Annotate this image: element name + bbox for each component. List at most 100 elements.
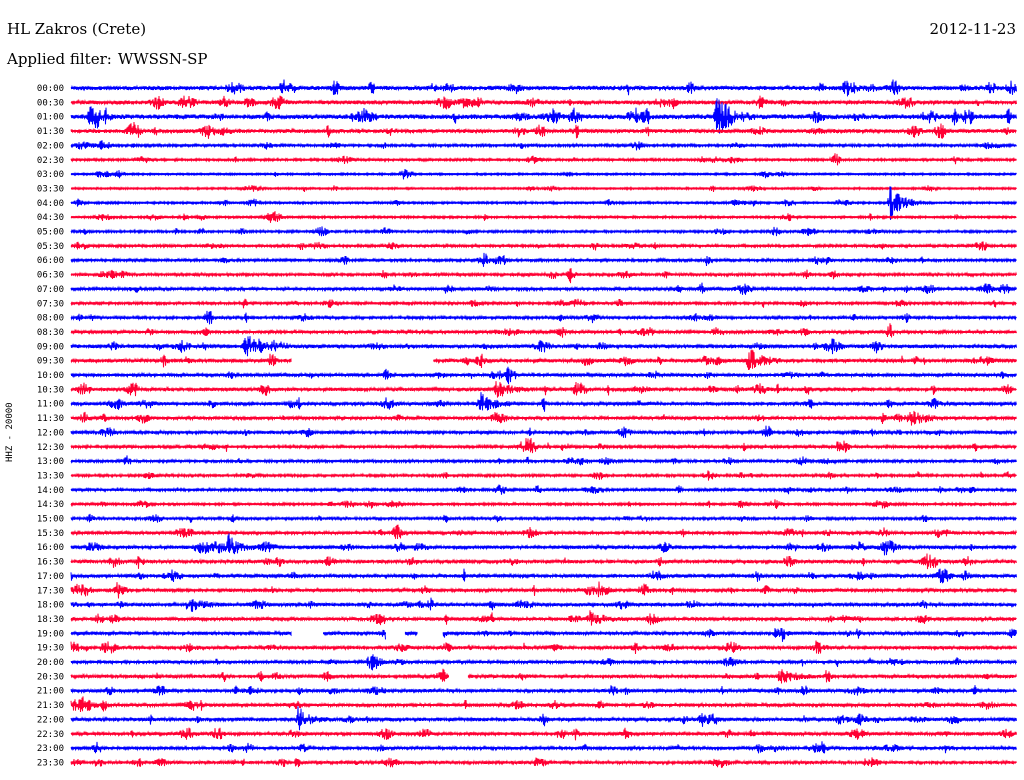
- trace-row: [70, 226, 1017, 237]
- row-time-label: 08:30: [37, 328, 64, 338]
- trace-row: [70, 627, 1017, 642]
- trace-row: [70, 610, 1017, 626]
- station-title: HL Zakros (Crete): [7, 20, 147, 38]
- row-time-label: 13:30: [37, 471, 64, 481]
- row-time-label: 12:30: [37, 443, 64, 453]
- row-time-label: 01:30: [37, 127, 64, 137]
- row-time-label: 09:30: [37, 357, 64, 367]
- trace-row: [70, 437, 1017, 454]
- row-time-label: 05:30: [37, 242, 64, 252]
- row-time-label: 18:00: [37, 601, 64, 611]
- filter-label: Applied filter: WWSSN-SP: [7, 50, 208, 68]
- trace-row: [70, 241, 1017, 251]
- row-time-label: 04:00: [37, 199, 64, 209]
- row-time-label: 12:00: [37, 428, 64, 438]
- trace-row: [70, 425, 1017, 438]
- data-gap: [386, 627, 405, 640]
- row-time-label: 22:00: [37, 715, 64, 725]
- trace-row: [70, 568, 1017, 584]
- row-time-label: 21:30: [37, 701, 64, 711]
- filter-label-text: Applied filter:: [7, 50, 112, 68]
- trace-row: [70, 95, 1017, 110]
- trace-row: [70, 727, 1017, 741]
- trace-row: [70, 121, 1017, 139]
- trace-row: [70, 153, 1017, 166]
- data-gap: [291, 627, 323, 640]
- row-time-label: 06:00: [37, 256, 64, 266]
- filter-value: WWSSN-SP: [117, 50, 208, 68]
- trace-row: [70, 79, 1017, 97]
- trace-row: [70, 140, 1017, 151]
- row-time-label: 03:30: [37, 184, 64, 194]
- trace-row: [70, 252, 1017, 267]
- row-time-label: 11:30: [37, 414, 64, 424]
- trace-row: [70, 553, 1017, 570]
- trace-row: [70, 349, 1017, 371]
- row-time-label: 07:00: [37, 285, 64, 295]
- trace-row: [70, 533, 1017, 556]
- row-time-label: 17:30: [37, 586, 64, 596]
- row-time-label: 11:00: [37, 400, 64, 410]
- data-gap: [449, 670, 468, 683]
- row-time-label: 15:30: [37, 529, 64, 539]
- trace-row: [70, 186, 1017, 220]
- row-time-label: 00:30: [37, 98, 64, 108]
- row-time-label: 09:00: [37, 342, 64, 352]
- trace-row: [70, 741, 1017, 754]
- row-time-label: 05:00: [37, 228, 64, 238]
- row-time-label: 07:30: [37, 299, 64, 309]
- trace-row: [70, 757, 1017, 768]
- row-time-label: 10:30: [37, 385, 64, 395]
- row-time-label: 14:30: [37, 500, 64, 510]
- trace-row: [70, 696, 1017, 713]
- row-time-label: 20:00: [37, 658, 64, 668]
- trace-row: [70, 323, 1017, 338]
- row-time-label: 14:00: [37, 486, 64, 496]
- row-time-label: 20:30: [37, 672, 64, 682]
- trace-row: [70, 499, 1017, 510]
- trace-row: [70, 336, 1017, 357]
- row-time-label: 08:00: [37, 314, 64, 324]
- trace-lines: [70, 79, 1017, 768]
- row-time-label: 19:00: [37, 629, 64, 639]
- row-time-label: 04:30: [37, 213, 64, 223]
- trace-row: [70, 470, 1017, 481]
- row-time-label: 18:30: [37, 615, 64, 625]
- row-time-label: 19:30: [37, 644, 64, 654]
- trace-row: [70, 268, 1017, 284]
- trace-row: [70, 282, 1017, 295]
- row-time-label: 03:00: [37, 170, 64, 180]
- row-time-label: 02:30: [37, 156, 64, 166]
- row-time-label: 15:00: [37, 515, 64, 525]
- row-time-label: 01:00: [37, 113, 64, 123]
- trace-row: [70, 410, 1017, 426]
- trace-row: [70, 513, 1017, 523]
- data-gap: [291, 354, 434, 367]
- trace-row: [70, 98, 1017, 134]
- row-time-label: 21:00: [37, 687, 64, 697]
- row-time-label: 00:00: [37, 84, 64, 94]
- trace-row: [70, 668, 1017, 684]
- trace-row: [70, 168, 1017, 180]
- trace-row: [70, 685, 1017, 696]
- trace-row: [70, 581, 1017, 599]
- row-time-label: 23:00: [37, 744, 64, 754]
- trace-row: [70, 310, 1017, 325]
- row-time-label: 22:30: [37, 730, 64, 740]
- trace-row: [70, 706, 1017, 731]
- trace-row: [70, 654, 1017, 671]
- data-gap: [417, 627, 443, 640]
- trace-row: [70, 597, 1017, 612]
- trace-row: [70, 211, 1017, 223]
- row-time-label: 16:00: [37, 543, 64, 553]
- row-time-label: 17:00: [37, 572, 64, 582]
- date-label: 2012-11-23: [929, 20, 1016, 38]
- trace-row: [70, 185, 1017, 193]
- trace-row: [70, 381, 1017, 398]
- row-time-labels: 00:00 00:30 01:00 01:30 02:00 02:30 03:00 03:30…: [37, 84, 64, 768]
- trace-row: [70, 455, 1017, 466]
- row-time-label: 13:00: [37, 457, 64, 467]
- row-time-label: 02:00: [37, 141, 64, 151]
- trace-row: [70, 392, 1017, 412]
